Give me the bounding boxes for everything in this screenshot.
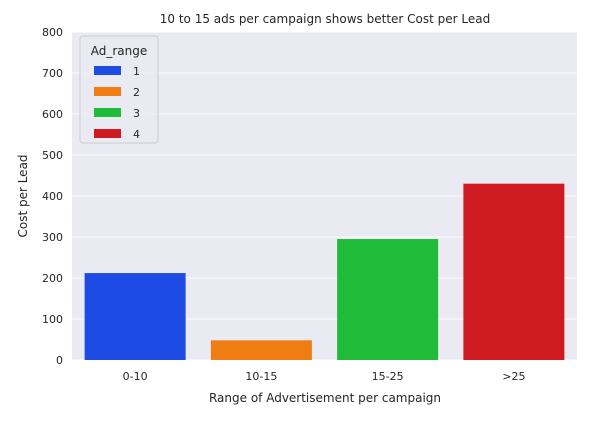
legend-label: 3: [133, 107, 140, 120]
x-tick-label: 15-25: [372, 370, 404, 383]
x-tick-label: >25: [502, 370, 525, 383]
bar->25: [463, 183, 565, 360]
y-tick-label: 200: [42, 272, 63, 285]
legend-entries: 1 2 3 4: [94, 65, 140, 141]
chart-title: 10 to 15 ads per campaign shows better C…: [160, 12, 491, 26]
y-tick-label: 800: [42, 26, 63, 39]
x-axis-label: Range of Advertisement per campaign: [209, 391, 441, 405]
y-tick-label: 700: [42, 67, 63, 80]
x-tick-label: 0-10: [123, 370, 148, 383]
y-tick-label: 300: [42, 231, 63, 244]
legend-label: 4: [133, 128, 140, 141]
legend-swatch: [94, 87, 121, 96]
y-tick-label: 500: [42, 149, 63, 162]
y-tick-label: 0: [56, 354, 63, 367]
legend-swatch: [94, 108, 121, 117]
bars: [84, 183, 565, 360]
legend-label: 2: [133, 86, 140, 99]
x-axis-ticks: 0-10 10-15 15-25 >25: [123, 370, 526, 383]
y-axis-label: Cost per Lead: [16, 154, 30, 237]
bar-0-10: [84, 273, 186, 360]
legend-swatch: [94, 129, 121, 138]
y-tick-label: 600: [42, 108, 63, 121]
y-tick-label: 100: [42, 313, 63, 326]
bar-15-25: [337, 239, 439, 360]
legend-label: 1: [133, 65, 140, 78]
legend: Ad_range 1 2 3 4: [79, 35, 159, 144]
legend-swatch: [94, 66, 121, 75]
y-tick-label: 400: [42, 190, 63, 203]
x-tick-label: 10-15: [245, 370, 277, 383]
legend-title: Ad_range: [91, 44, 148, 58]
y-axis-ticks: 0 100 200 300 400 500 600 700 800: [42, 26, 63, 367]
bar-10-15: [210, 340, 312, 360]
